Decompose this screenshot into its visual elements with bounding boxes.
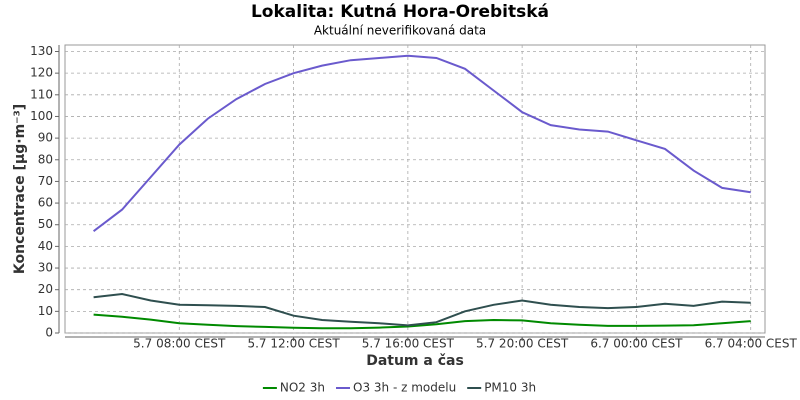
chart-title: Lokalita: Kutná Hora-Orebitská bbox=[251, 2, 549, 22]
x-axis-label: Datum a čas bbox=[366, 353, 464, 369]
y-tick-label: 110 bbox=[30, 87, 53, 101]
y-tick-label: 50 bbox=[38, 217, 53, 231]
y-tick-label: 120 bbox=[30, 66, 53, 80]
x-tick-label: 6.7 00:00 CEST bbox=[590, 337, 683, 351]
plot-area bbox=[64, 44, 766, 334]
y-tick-label: 80 bbox=[38, 152, 53, 166]
y-tick-label: 70 bbox=[38, 174, 53, 188]
y-tick-label: 130 bbox=[30, 44, 53, 58]
legend-item: NO2 3h bbox=[262, 381, 325, 395]
chart-subtitle: Aktuální neverifikovaná data bbox=[314, 24, 486, 38]
x-tick-label: 5.7 12:00 CEST bbox=[247, 337, 340, 351]
x-tick-label: 6.7 04:00 CEST bbox=[705, 337, 798, 351]
y-tick-label: 60 bbox=[38, 196, 53, 210]
y-axis-label: Koncentrace [µg·m⁻³] bbox=[12, 104, 28, 274]
legend-label: NO2 3h bbox=[280, 381, 325, 395]
x-tick-label: 5.7 16:00 CEST bbox=[362, 337, 455, 351]
legend-item: PM10 3h bbox=[467, 381, 536, 395]
y-tick-label: 10 bbox=[38, 304, 53, 318]
legend-label: PM10 3h bbox=[484, 381, 536, 395]
y-tick-label: 90 bbox=[38, 131, 53, 145]
y-tick-label: 40 bbox=[38, 239, 53, 253]
y-tick-label: 20 bbox=[38, 282, 53, 296]
y-tick-label: 100 bbox=[30, 109, 53, 123]
x-tick-label: 5.7 08:00 CEST bbox=[133, 337, 226, 351]
y-tick-label: 0 bbox=[45, 326, 53, 340]
legend-label: O3 3h - z modelu bbox=[353, 381, 456, 395]
legend-item: O3 3h - z modelu bbox=[336, 381, 456, 395]
series-line bbox=[93, 313, 751, 330]
series-line bbox=[92, 54, 751, 232]
series-line bbox=[93, 292, 751, 327]
y-tick-label: 30 bbox=[38, 261, 53, 275]
x-tick-label: 5.7 20:00 CEST bbox=[476, 337, 569, 351]
